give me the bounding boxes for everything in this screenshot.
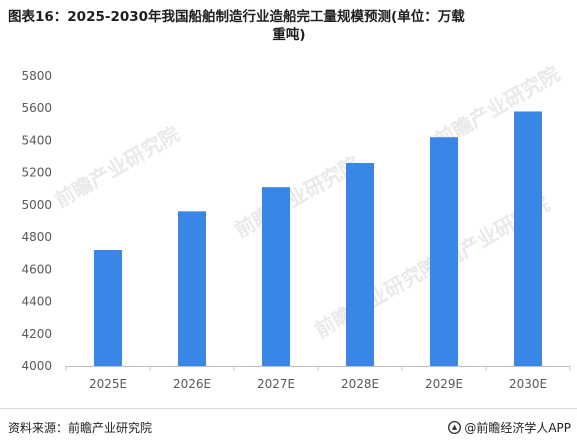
bar-2027E (262, 187, 290, 366)
chart-title: 图表16：2025-2030年我国船舶制造行业造船完工量规模预测(单位：万载重吨… (8, 8, 570, 44)
watermark-text: 前瞻产业研究院 (231, 152, 364, 243)
x-tick-label: 2027E (257, 377, 295, 391)
footer-divider (0, 408, 577, 409)
brand-logo-icon (448, 420, 462, 434)
x-tick-label: 2026E (173, 377, 211, 391)
x-tick-label: 2030E (509, 377, 547, 391)
footer: 资料来源：前瞻产业研究院 @前瞻经济学人APP (8, 416, 571, 438)
y-tick-label: 5600 (21, 101, 52, 115)
y-tick-label: 5400 (21, 133, 52, 147)
bar-2025E (94, 250, 122, 366)
y-tick-label: 5800 (21, 69, 52, 83)
x-axis-ticks: 2025E 2026E 2027E 2028E 2029E 2030E (65, 366, 571, 391)
brand-credit-text: @前瞻经济学人APP (464, 420, 571, 435)
bar-2026E (178, 211, 206, 366)
y-tick-label: 4400 (21, 295, 52, 309)
x-tick-label: 2028E (341, 377, 379, 391)
bar-2028E (346, 163, 374, 366)
x-tick-label: 2029E (425, 377, 463, 391)
brand-credit: @前瞻经济学人APP (448, 419, 571, 436)
watermark-text: 前瞻产业研究院 (51, 122, 184, 213)
bars (94, 111, 542, 366)
chart-title-line1: 图表16：2025-2030年我国船舶制造行业造船完工量规模预测(单位：万载 (8, 9, 465, 25)
chart-area: 前瞻产业研究院 前瞻产业研究院 前瞻产业研究院 前瞻产业研究院 前瞻产业研究院 4000… (0, 58, 577, 400)
chart-title-line2: 重吨) (272, 27, 306, 43)
source-note: 资料来源：前瞻产业研究院 (8, 420, 153, 435)
x-tick-label: 2025E (89, 377, 127, 391)
y-tick-label: 4200 (21, 327, 52, 341)
y-tick-label: 4800 (21, 230, 52, 244)
bar-2030E (514, 111, 542, 366)
y-tick-label: 5200 (21, 166, 52, 180)
y-tick-label: 5000 (21, 198, 52, 212)
y-axis-ticks: 4000 4200 4400 4600 4800 5000 5200 5400 5600 5800 (21, 69, 52, 373)
bar-2029E (430, 137, 458, 366)
y-tick-label: 4600 (21, 262, 52, 276)
y-tick-label: 4000 (21, 359, 52, 373)
